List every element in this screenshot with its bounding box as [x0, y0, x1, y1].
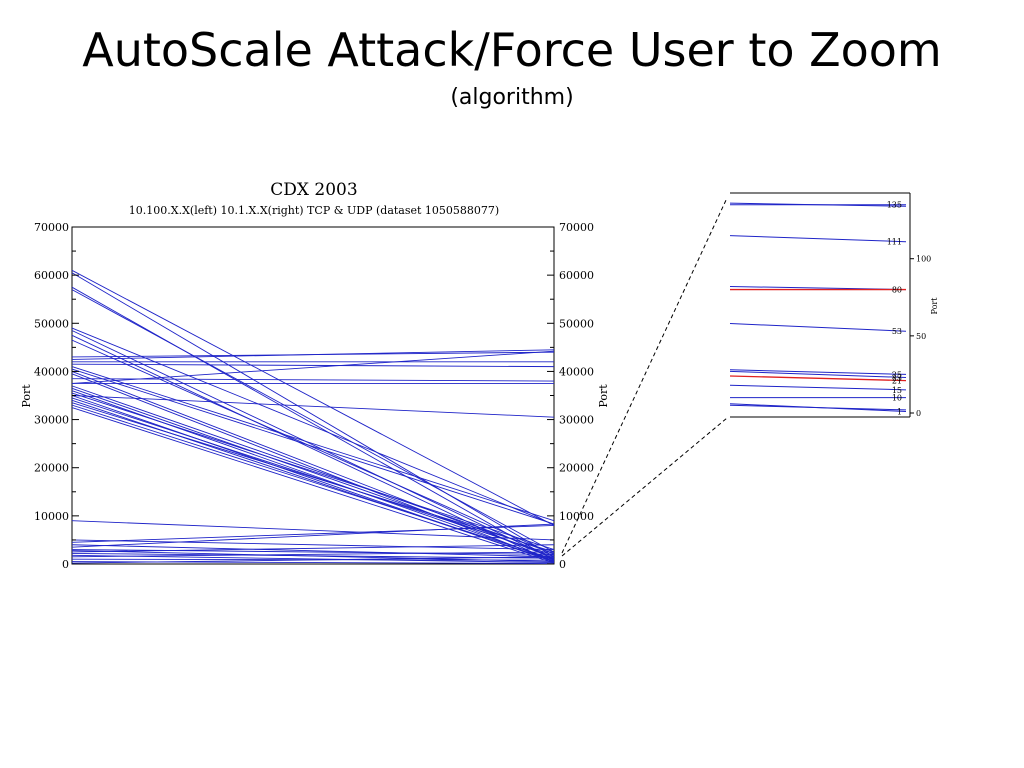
zoom-tick-label: 0 [916, 409, 921, 418]
main-ticks-group: 0 10000 20000 30000 40000 50000 60000 70000 0 100… [34, 221, 594, 571]
connection-line [71, 544, 555, 558]
zoom-connection-line [729, 323, 907, 332]
zoom-point-label: 15 [892, 386, 902, 395]
right-tick-label: 40000 [559, 365, 594, 378]
zoom-point-label: 53 [892, 327, 902, 336]
zoom-connection-line [729, 384, 907, 391]
connection-line [71, 523, 555, 548]
connection-line [71, 378, 555, 382]
connection-line [71, 551, 555, 558]
left-tick-label: 50000 [34, 317, 69, 330]
zoom-point-label: 23 [892, 374, 902, 383]
zoom-connection-line [729, 375, 907, 382]
right-tick-label: 20000 [559, 462, 594, 475]
zoom-point-label: 10 [892, 394, 902, 403]
slide-title: AutoScale Attack/Force User to Zoom [82, 23, 942, 77]
connection-line [71, 269, 555, 526]
connection-line [71, 397, 555, 556]
left-tick-label: 40000 [34, 365, 69, 378]
zoom-tick-label: 50 [916, 332, 926, 341]
right-tick-label: 60000 [559, 269, 594, 282]
connection-line [71, 286, 555, 561]
connection-line [71, 350, 555, 384]
connection-line [71, 363, 555, 368]
left-tick-label: 60000 [34, 269, 69, 282]
right-axis-label: Port [597, 384, 610, 408]
connection-line [71, 330, 555, 560]
chart-title: CDX 2003 [270, 180, 357, 200]
right-tick-label: 0 [559, 558, 566, 571]
right-tick-label: 70000 [559, 221, 594, 234]
left-tick-label: 0 [62, 558, 69, 571]
connection-line [71, 399, 555, 562]
connection-line [71, 395, 555, 418]
left-tick-label: 70000 [34, 221, 69, 234]
chart-subtitle: 10.100.X.X(left) 10.1.X.X(right) TCP & U… [129, 204, 499, 217]
connection-line [71, 544, 555, 553]
zoom-point-label: 1 [897, 407, 902, 416]
connection-line [71, 327, 555, 525]
connection-line [71, 272, 555, 558]
zoom-connection-line [729, 235, 907, 243]
connection-line [71, 339, 555, 555]
left-tick-label: 10000 [34, 510, 69, 523]
right-tick-label: 50000 [559, 317, 594, 330]
left-axis-label: Port [20, 384, 33, 408]
main-plot-frame [71, 226, 555, 565]
connection-line [71, 404, 555, 560]
right-tick-label: 30000 [559, 414, 594, 427]
zoom-connection-line [729, 369, 907, 375]
connection-line [71, 554, 555, 564]
zoom-callout-top [561, 197, 728, 554]
connection-line [71, 392, 555, 550]
zoom-tick-label: 100 [916, 255, 931, 264]
slide-subtitle: (algorithm) [450, 85, 574, 110]
connection-line [71, 539, 555, 551]
connection-line [71, 334, 555, 563]
connection-line [71, 556, 555, 564]
zoom-ticks-group: 0 50 100 [910, 255, 931, 418]
connection-line [71, 520, 555, 541]
connection-line [71, 349, 555, 360]
zoom-point-label: 25 [892, 370, 902, 379]
zoom-lines-group [729, 202, 907, 412]
zoom-point-label: 135 [887, 201, 902, 210]
main-lines-group [71, 269, 555, 564]
connection-line [71, 373, 555, 563]
zoom-connection-line [729, 404, 907, 411]
zoom-callout-bottom [561, 417, 728, 557]
connection-line [71, 402, 555, 553]
zoom-point-label: 21 [892, 377, 902, 386]
left-tick-label: 30000 [34, 414, 69, 427]
zoom-point-label: 111 [887, 238, 902, 247]
connection-line [71, 366, 555, 522]
left-tick-label: 20000 [34, 462, 69, 475]
right-tick-label: 10000 [559, 510, 594, 523]
connection-line [71, 385, 555, 554]
zoom-connection-line [729, 202, 907, 207]
connection-line [71, 368, 555, 525]
zoom-point-label: 80 [892, 286, 902, 295]
zoom-axis-label: Port [930, 297, 939, 315]
zoom-connection-line [729, 370, 907, 379]
connection-line [71, 289, 555, 553]
